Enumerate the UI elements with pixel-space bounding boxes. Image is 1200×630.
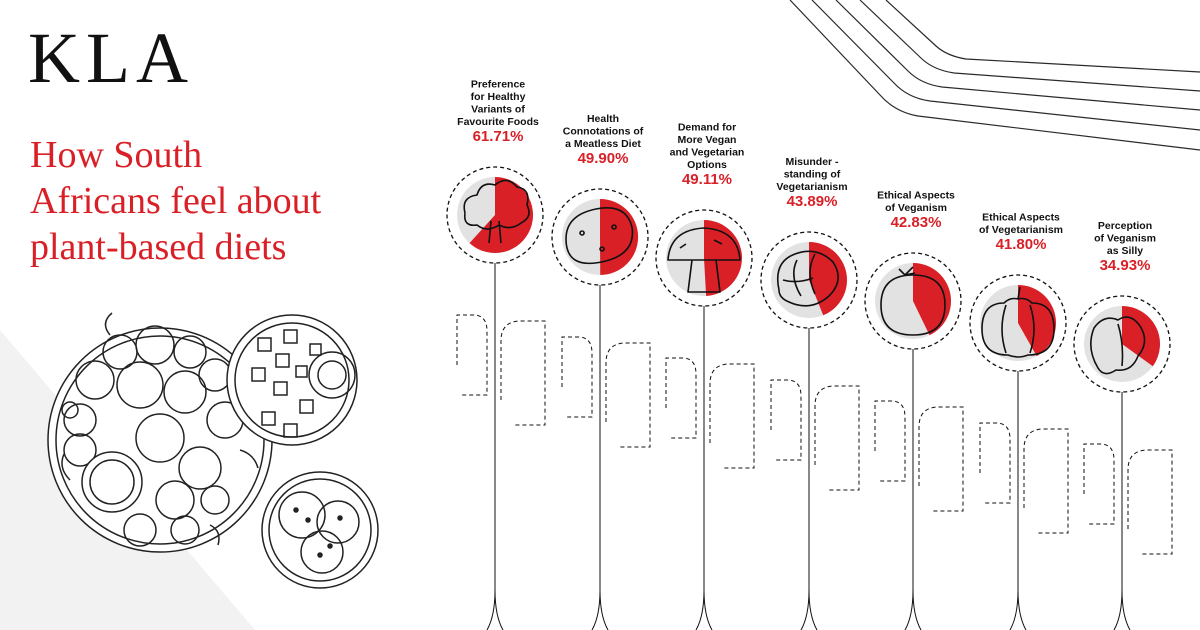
tomato-icon [880, 266, 946, 336]
connector-line [1017, 589, 1027, 630]
dashed-decoration [665, 357, 697, 439]
connector-line [1009, 371, 1019, 630]
data-label: of Vegetarianism [979, 224, 1063, 236]
value-label: 42.83% [891, 214, 942, 231]
pie-slice [1122, 306, 1160, 367]
value-label: 41.80% [996, 236, 1047, 253]
decorative-lines [789, 0, 1200, 151]
dashed-decoration [500, 320, 546, 426]
pie-slice [1018, 284, 1057, 357]
pie-slice [469, 177, 534, 253]
connector-line [904, 349, 914, 630]
dashed-decoration [709, 363, 755, 469]
dashed-decoration [1023, 428, 1069, 534]
value-label: 34.93% [1100, 257, 1151, 274]
pumpkin-icon [981, 286, 1055, 358]
dashed-decoration [605, 342, 651, 448]
data-label: of Veganism [885, 202, 947, 214]
data-label: Perception [1098, 220, 1152, 232]
connector-line [494, 589, 504, 630]
data-label: and Vegetarian [670, 147, 745, 159]
data-label: Demand for [678, 122, 736, 134]
value-label: 61.71% [473, 128, 524, 145]
connector-line [1121, 589, 1131, 630]
data-label: standing of [784, 169, 841, 181]
dashed-decoration [814, 385, 860, 491]
headline-line: plant-based diets [30, 226, 287, 268]
data-label: Misunder - [785, 156, 839, 168]
connector-line [486, 263, 496, 630]
connector-line [1113, 392, 1123, 630]
dashed-decoration [456, 314, 488, 396]
data-label: Favourite Foods [457, 116, 539, 128]
data-label: Ethical Aspects [877, 190, 955, 202]
broccoli-icon [463, 179, 530, 244]
connector-line [703, 589, 713, 630]
value-label: 49.11% [682, 171, 732, 188]
dashed-decoration [979, 422, 1011, 504]
pie-slice [809, 242, 847, 316]
connector-line [808, 589, 818, 630]
cabbage-icon [776, 250, 839, 307]
data-label: of Veganism [1094, 233, 1156, 245]
connector-line [912, 589, 922, 630]
pie-slice [913, 263, 952, 336]
connector-lines [456, 263, 1173, 630]
headline: How South Africans feel about plant-base… [30, 132, 430, 270]
mushroom-icon [667, 227, 741, 293]
data-label: a Meatless Diet [565, 138, 641, 150]
data-label: Preference [471, 79, 525, 91]
data-label: Vegetarianism [776, 181, 847, 193]
dashed-decoration [770, 379, 802, 461]
food-plates-illustration [47, 312, 379, 589]
data-label: as Silly [1107, 245, 1143, 257]
data-label: for Healthy [471, 91, 526, 103]
dashed-decoration [561, 336, 593, 418]
value-label: 49.90% [578, 150, 629, 167]
dashed-decoration [1083, 443, 1115, 525]
connector-line [599, 589, 609, 630]
dashed-decoration [918, 406, 964, 512]
connector-line [695, 306, 705, 630]
data-label: Options [687, 159, 727, 171]
dashed-decoration [1127, 449, 1173, 555]
dashed-decoration [874, 400, 906, 482]
connector-line [591, 285, 601, 630]
data-label: Health [587, 113, 619, 125]
headline-line: Africans feel about [30, 180, 322, 222]
data-label: Connotations of [563, 126, 644, 138]
potato-icon [565, 207, 634, 265]
headline-line: How South [30, 134, 203, 176]
data-label: Ethical Aspects [982, 212, 1060, 224]
bowl-plate [226, 314, 358, 446]
connector-line [800, 328, 810, 630]
lettuce-icon [1090, 316, 1146, 375]
data-label: More Vegan [678, 134, 737, 146]
data-label: Variants of [471, 104, 525, 116]
kla-logo: KLA [28, 18, 194, 98]
value-label: 43.89% [787, 193, 838, 210]
